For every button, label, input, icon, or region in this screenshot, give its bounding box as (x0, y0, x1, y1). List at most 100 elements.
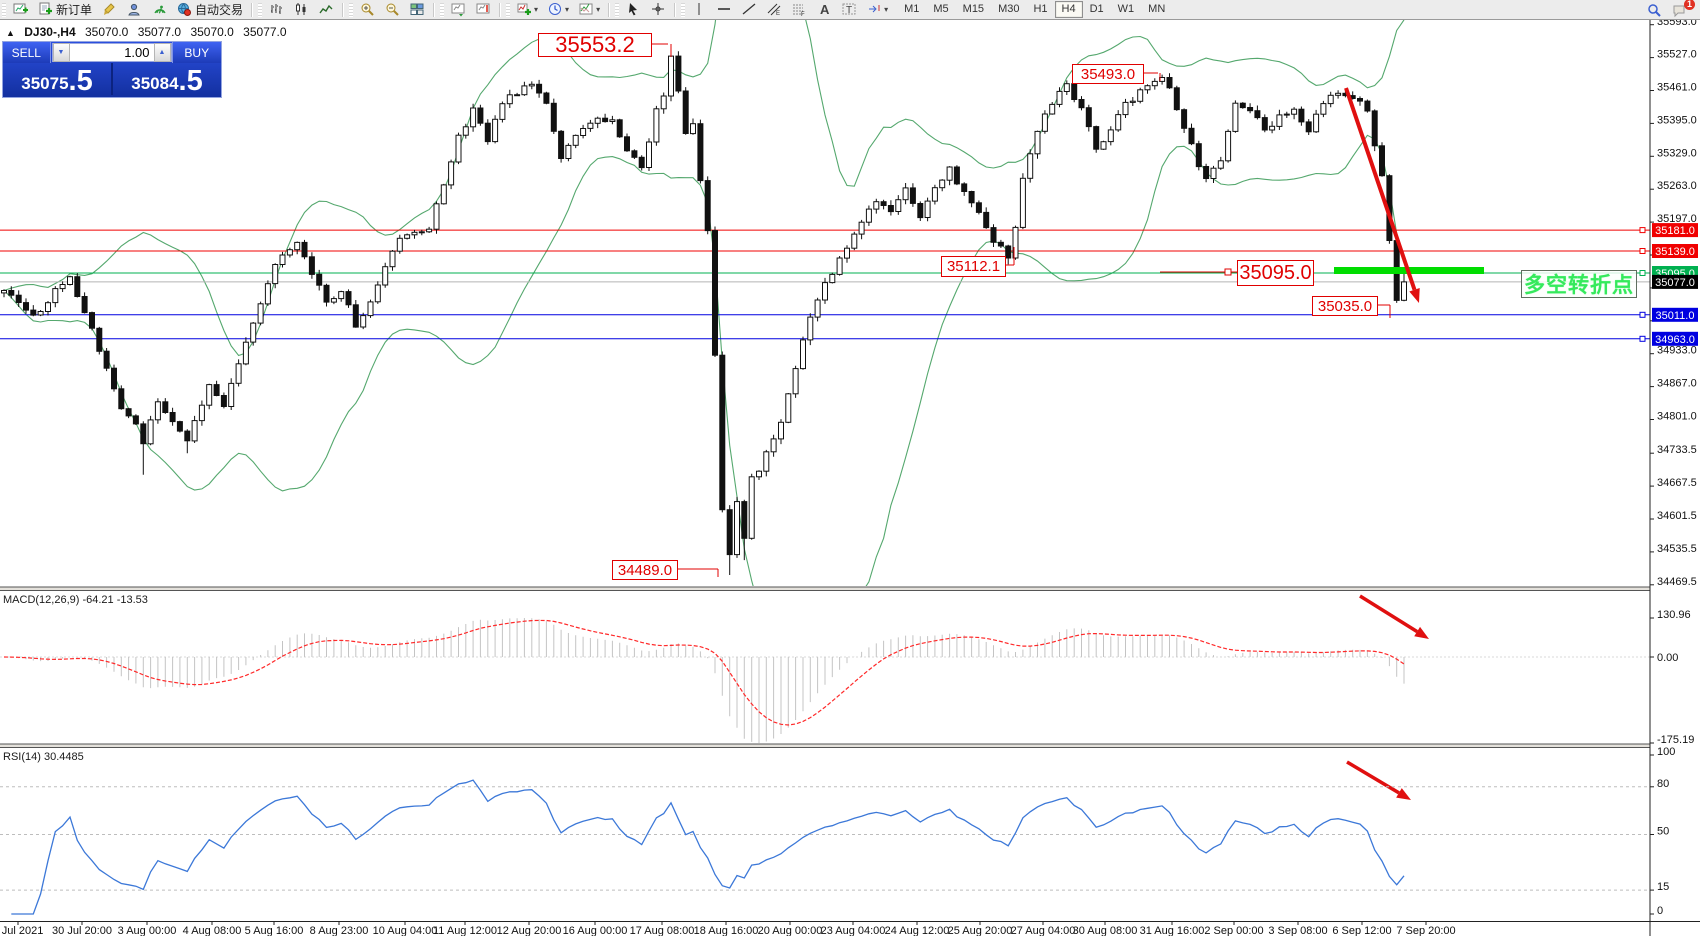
timeframe-m1-button[interactable]: M1 (904, 3, 920, 15)
timeframe-w1-button[interactable]: W1 (1117, 3, 1135, 15)
indicators-button[interactable]: ▾ (513, 0, 542, 19)
shapes-icon (869, 5, 880, 13)
annotation-arrow (1346, 760, 1411, 800)
chevron-down-icon[interactable]: ▾ (596, 5, 601, 14)
sell-price[interactable]: 35075.5 (21, 65, 93, 97)
new-order-icon (39, 2, 52, 15)
svg-text:27 Aug 04:00: 27 Aug 04:00 (1011, 925, 1076, 936)
price-callout[interactable]: 35493.0 (1072, 64, 1144, 84)
buy-price[interactable]: 35084.5 (131, 65, 203, 97)
chevron-down-icon[interactable]: ▾ (534, 5, 539, 14)
macd-signal-line (3, 619, 1405, 726)
periods-icon (549, 3, 562, 15)
vline-button[interactable] (688, 0, 711, 19)
periods-button[interactable]: ▾ (544, 0, 573, 19)
search-button[interactable] (1643, 1, 1666, 20)
cursor-button[interactable] (622, 0, 645, 19)
bars-chart-button[interactable] (265, 0, 288, 19)
svg-text:-175.19: -175.19 (1657, 734, 1694, 746)
text-label-button[interactable]: T (838, 0, 861, 19)
channel-button[interactable]: E (763, 0, 786, 19)
zoom-in-icon (361, 3, 374, 16)
crosshair-button[interactable] (647, 0, 670, 19)
svg-text:34733.5: 34733.5 (1657, 444, 1697, 456)
toolbar-grip (2, 2, 6, 17)
bollinger-lower-band (3, 134, 1405, 586)
svg-text:35593.0: 35593.0 (1657, 20, 1697, 28)
shift-chart-button[interactable] (472, 0, 495, 19)
svg-text:35077.0: 35077.0 (1655, 277, 1695, 289)
chart-canvas[interactable]: 35593.0 35527.0 35461.0 35395.0 35329.0 35263… (0, 16, 1700, 936)
svg-text:F: F (801, 12, 805, 17)
tile-windows-button[interactable] (406, 0, 429, 19)
toolbar: 新订单 自动交易 ▾ ▾ ▾ E F A T ▾ M1 M5 M15 M30 H1 H4 D1 W1 MN 1 (0, 0, 1700, 20)
text-button[interactable]: A (813, 0, 836, 19)
profile-button[interactable] (123, 0, 146, 19)
annotation-arrow (1359, 594, 1429, 639)
chart-window[interactable]: 35593.0 35527.0 35461.0 35395.0 35329.0 35263… (0, 16, 1700, 936)
svg-text:34601.5: 34601.5 (1657, 510, 1697, 522)
svg-text:3 Sep 08:00: 3 Sep 08:00 (1268, 925, 1327, 936)
svg-text:5 Aug 16:00: 5 Aug 16:00 (245, 925, 304, 936)
timeframe-switcher: M1 M5 M15 M30 H1 H4 D1 W1 MN (897, 1, 1172, 18)
styler-button[interactable] (98, 0, 121, 19)
svg-text:0.00: 0.00 (1657, 652, 1678, 664)
sell-button[interactable]: SELL (3, 42, 51, 63)
zoom-in-button[interactable] (356, 0, 379, 19)
shapes-button[interactable]: ▾ (863, 0, 892, 19)
price-callout[interactable]: 35095.0 (1237, 260, 1314, 286)
zoom-out-button[interactable] (381, 0, 404, 19)
svg-text:2 Sep 00:00: 2 Sep 00:00 (1204, 925, 1263, 936)
price-callout[interactable]: 35035.0 (1312, 296, 1378, 316)
svg-text:17 Aug 08:00: 17 Aug 08:00 (630, 925, 695, 936)
candles-chart-icon (296, 3, 306, 15)
hline-button[interactable] (713, 0, 736, 19)
rsi-pane (0, 779, 1650, 915)
svg-text:4 Aug 08:00: 4 Aug 08:00 (183, 925, 242, 936)
timeframe-mn-button[interactable]: MN (1148, 3, 1166, 15)
fibo-icon: F (793, 4, 805, 17)
price-callout[interactable]: 35553.2 (538, 32, 652, 57)
new-chart-button[interactable] (9, 0, 32, 19)
svg-text:35197.0: 35197.0 (1657, 213, 1697, 225)
pivot-annotation-text[interactable]: 多空转折点 (1521, 270, 1637, 298)
line-chart-button[interactable] (315, 0, 338, 19)
svg-text:35527.0: 35527.0 (1657, 49, 1697, 61)
timeframe-h1-button[interactable]: H1 (1033, 3, 1048, 15)
chevron-down-icon[interactable]: ▾ (565, 5, 570, 14)
timeframe-m15-button[interactable]: M15 (962, 3, 985, 15)
svg-text:A: A (820, 2, 830, 17)
annotation-arrow (1344, 87, 1420, 303)
notifications-button[interactable]: 1 (1668, 0, 1695, 20)
volume-increase-button[interactable]: ▲ (153, 43, 171, 62)
autotrade-button[interactable]: 自动交易 (173, 0, 247, 19)
fibo-button[interactable]: F (788, 0, 811, 19)
chevron-down-icon[interactable]: ▾ (884, 5, 889, 14)
timeframe-m5-button[interactable]: M5 (933, 3, 949, 15)
candles-chart-button[interactable] (290, 0, 313, 19)
timeframe-m30-button[interactable]: M30 (998, 3, 1020, 15)
svg-text:35263.0: 35263.0 (1657, 180, 1697, 192)
svg-text:34867.0: 34867.0 (1657, 378, 1697, 390)
timeframe-d1-button[interactable]: D1 (1089, 3, 1104, 15)
symbol-expand-icon[interactable]: ▲ (6, 28, 15, 38)
autoscroll-button[interactable] (447, 0, 470, 19)
new-order-button[interactable]: 新订单 (34, 0, 96, 19)
timeframe-h4-button[interactable]: H4 (1054, 1, 1083, 18)
trendline-button[interactable] (738, 0, 761, 19)
templates-button[interactable]: ▾ (575, 0, 604, 19)
svg-text:80: 80 (1657, 778, 1669, 790)
volume-decrease-button[interactable]: ▼ (52, 43, 70, 62)
volume-input[interactable] (69, 44, 154, 61)
svg-text:34667.5: 34667.5 (1657, 477, 1697, 489)
tile-windows-icon (410, 3, 424, 15)
macd-pane (0, 618, 1650, 743)
signals-icon (154, 5, 166, 14)
signals-button[interactable] (148, 0, 171, 19)
vline-icon (698, 3, 700, 15)
toolbar-right: 1 (1642, 0, 1695, 20)
svg-text:34933.0: 34933.0 (1657, 345, 1697, 357)
price-callout[interactable]: 35112.1 (941, 256, 1006, 277)
price-callout[interactable]: 34489.0 (612, 560, 678, 580)
buy-button[interactable]: BUY (171, 42, 221, 63)
